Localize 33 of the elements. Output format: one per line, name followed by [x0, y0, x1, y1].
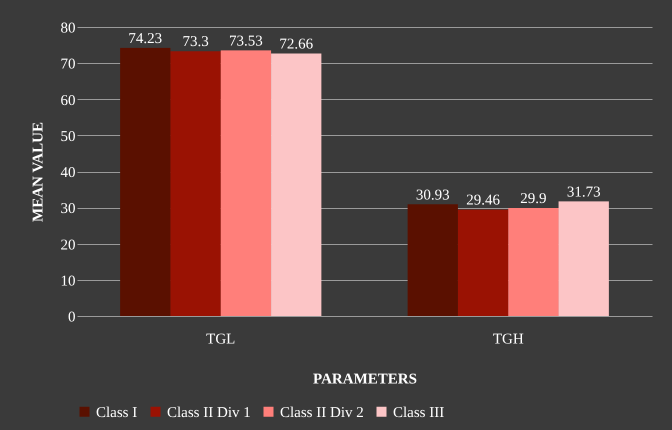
- bar: [408, 204, 458, 316]
- legend-label: Class I: [96, 404, 138, 421]
- y-tick-label: 20: [60, 237, 76, 254]
- y-tick-label: 10: [60, 273, 76, 290]
- y-axis-title: MEAN VALUE: [30, 122, 46, 222]
- bar: [458, 210, 508, 316]
- y-tick-label: 30: [60, 201, 76, 218]
- data-label: 74.23: [128, 30, 162, 47]
- y-tick-label: 0: [68, 310, 76, 326]
- x-axis-title: PARAMETERS: [313, 372, 417, 388]
- y-tick-label: 70: [60, 56, 76, 73]
- y-tick-label: 50: [60, 128, 76, 145]
- bar: [558, 201, 609, 316]
- x-tick-label: TGL: [206, 332, 236, 348]
- data-label: 31.73: [566, 184, 601, 200]
- legend-label: Class II Div 1: [167, 404, 251, 421]
- y-tick-label: 80: [60, 20, 76, 36]
- bar: [170, 51, 221, 316]
- data-label: 29.9: [520, 190, 547, 207]
- legend-label: Class III: [393, 404, 444, 421]
- bar: [120, 48, 170, 316]
- bar: [508, 208, 559, 316]
- y-tick-label: 40: [60, 165, 76, 181]
- bar: [271, 54, 322, 316]
- data-label: 72.66: [279, 36, 314, 53]
- x-tick-label: TGH: [492, 332, 524, 348]
- y-tick-label: 60: [60, 92, 76, 109]
- legend-label: Class II Div 2: [280, 404, 364, 421]
- data-label: 29.46: [466, 192, 500, 209]
- bar: [220, 50, 272, 316]
- data-label: 73.3: [182, 34, 209, 50]
- data-label: 73.53: [229, 33, 263, 50]
- data-label: 30.93: [416, 187, 450, 204]
